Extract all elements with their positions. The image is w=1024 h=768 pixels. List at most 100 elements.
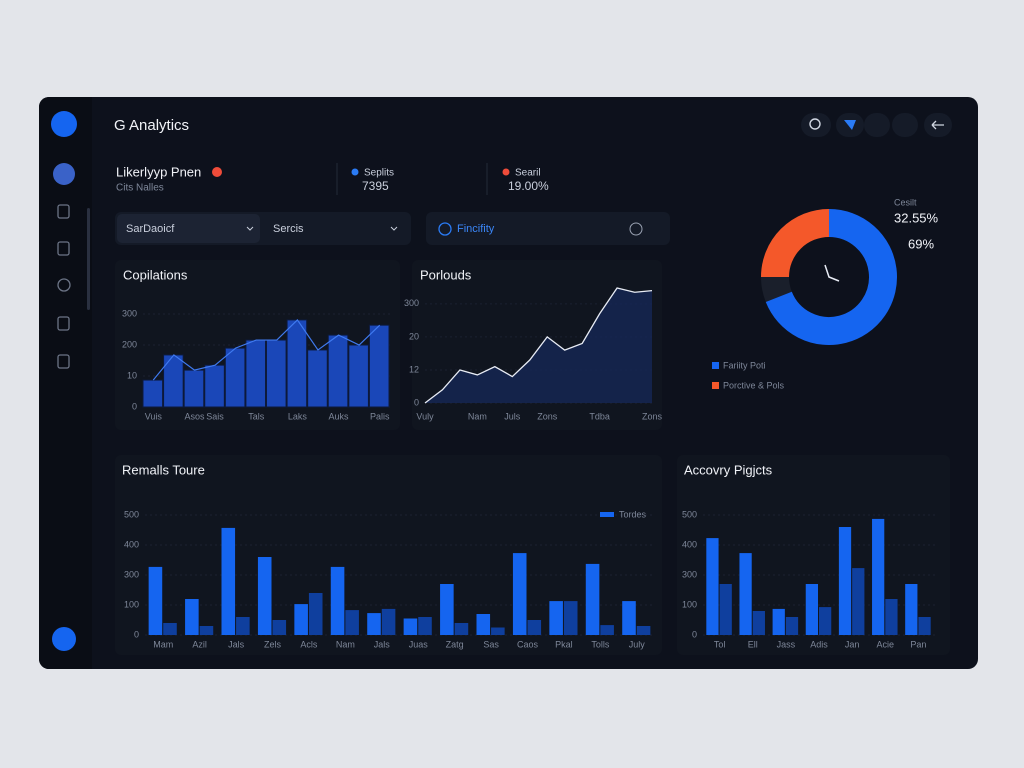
x-tick-label: Tdba	[589, 411, 610, 421]
bar	[163, 623, 177, 635]
nav-icon[interactable]	[57, 241, 70, 256]
legend-swatch	[600, 512, 614, 517]
bar	[563, 601, 578, 635]
legend-swatch	[712, 362, 719, 369]
nav-icon[interactable]	[57, 354, 70, 369]
bar	[266, 339, 287, 408]
area	[425, 287, 652, 403]
select-text: SarDaoicf	[126, 223, 175, 235]
bar	[294, 604, 308, 635]
x-tick-label: Zels	[264, 639, 282, 649]
y-tick-label: 10	[127, 370, 137, 380]
filter-button[interactable]	[426, 212, 670, 245]
x-tick-label: Vuis	[145, 411, 163, 421]
y-tick-label: 100	[682, 599, 697, 609]
bar	[163, 354, 184, 408]
bar	[381, 608, 396, 635]
x-tick-label: Pkal	[555, 639, 573, 649]
bar	[600, 625, 614, 635]
profile-sub: Cits Nalles	[116, 183, 164, 194]
icon-btn[interactable]	[892, 113, 918, 137]
sidebar	[39, 97, 92, 669]
bar	[918, 617, 931, 635]
donut-total: 32.55%	[894, 210, 939, 225]
x-tick-label: Zatg	[446, 639, 464, 649]
stat-value: 7395	[362, 179, 389, 193]
stat-value: 19.00%	[508, 179, 549, 193]
bar	[706, 538, 719, 635]
bar	[224, 347, 246, 408]
bar	[367, 613, 381, 635]
bar	[719, 584, 732, 635]
bar	[221, 527, 236, 635]
nav-icon[interactable]	[57, 204, 70, 219]
bar	[852, 568, 865, 635]
card-title: Accovry Pigjcts	[684, 462, 773, 477]
bar	[286, 319, 308, 408]
x-tick-label: Acls	[300, 639, 318, 649]
bar	[819, 607, 832, 635]
bar	[454, 623, 469, 635]
x-tick-label: Vuly	[416, 411, 434, 421]
donut-share: 69%	[908, 236, 934, 251]
y-tick-label: 300	[122, 308, 137, 318]
y-tick-label: 500	[124, 509, 139, 519]
bar	[752, 611, 765, 635]
y-tick-label: 400	[682, 539, 697, 549]
bar	[308, 593, 323, 635]
y-tick-label: 500	[682, 509, 697, 519]
bar	[236, 617, 250, 635]
donut-segment	[765, 209, 897, 345]
bar	[636, 626, 651, 635]
x-tick-label: Caos	[517, 639, 539, 649]
stat-dot	[502, 168, 510, 176]
bar	[785, 617, 799, 635]
nav-icon[interactable]	[57, 278, 71, 292]
x-tick-label: Sas	[483, 639, 499, 649]
search-btn[interactable]	[801, 113, 831, 137]
search-icon	[809, 118, 821, 130]
card-title: Remalls Toure	[122, 462, 205, 477]
icon-btn[interactable]	[864, 113, 890, 137]
bar	[440, 584, 454, 635]
donut-segment	[761, 209, 830, 278]
x-tick-label: July	[629, 639, 646, 649]
chevron	[390, 226, 398, 231]
bar	[257, 557, 272, 635]
bird-icon	[844, 120, 856, 130]
y-tick-label: 0	[132, 401, 137, 411]
bar	[307, 349, 328, 408]
y-tick-label: 0	[692, 629, 697, 639]
bar	[327, 334, 349, 408]
bar	[345, 610, 359, 635]
x-tick-label: Tolls	[591, 639, 610, 649]
bar	[805, 584, 818, 635]
x-tick-label: Jan	[845, 639, 860, 649]
profile-name: Likerlyyp Pnen	[116, 164, 201, 179]
nav-icon[interactable]	[57, 316, 70, 331]
bar	[512, 553, 527, 635]
donut-label: Cesilt	[894, 197, 917, 207]
scrollbar	[87, 208, 90, 310]
x-tick-label: Azil	[192, 639, 207, 649]
logo[interactable]	[51, 111, 77, 137]
stat-label: Seplits	[364, 168, 394, 179]
bar	[330, 566, 345, 635]
bar	[368, 324, 390, 408]
filter-button-text: Fincifity	[457, 223, 495, 235]
x-tick-label: Mam	[153, 639, 173, 649]
avatar[interactable]	[53, 163, 75, 185]
bar	[348, 344, 369, 408]
bar	[418, 617, 432, 635]
select[interactable]	[117, 214, 260, 243]
x-tick-label: Juas	[409, 639, 429, 649]
bar	[183, 369, 205, 408]
search-text[interactable]: Sercis	[273, 223, 304, 235]
settings[interactable]	[52, 627, 76, 651]
x-tick-label: Auks	[329, 411, 350, 421]
x-tick-label: Acie	[877, 639, 895, 649]
y-tick-label: 12	[409, 364, 419, 374]
bar	[772, 608, 785, 635]
y-tick-label: 200	[122, 339, 137, 349]
bar	[204, 364, 225, 408]
